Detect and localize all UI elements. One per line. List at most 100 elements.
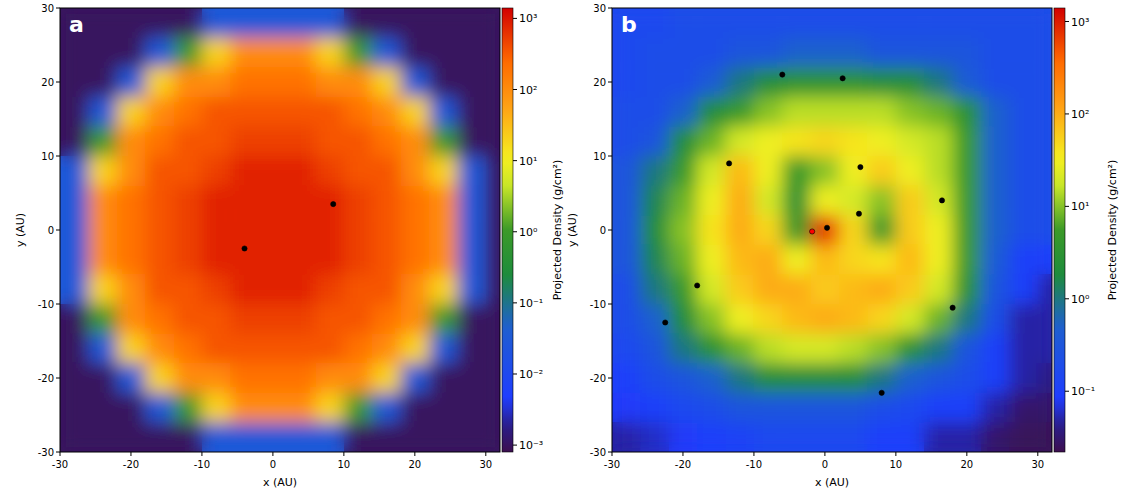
cell: [145, 97, 174, 127]
cell-smooth: [401, 126, 430, 156]
cell-smooth: [896, 304, 925, 334]
cell: [612, 67, 641, 97]
cell-smooth: [867, 393, 896, 423]
cell-smooth: [344, 363, 373, 393]
x-tick: [824, 452, 825, 456]
cell-smooth: [60, 304, 89, 334]
cell: [60, 304, 89, 334]
cell: [811, 215, 840, 245]
cell-smooth: [839, 274, 868, 304]
cell-smooth: [640, 393, 669, 423]
cell: [754, 274, 783, 304]
cell: [782, 186, 811, 216]
cell: [486, 67, 500, 97]
cell: [981, 363, 1010, 393]
cell: [486, 334, 500, 364]
cell: [315, 8, 344, 38]
cell: [486, 215, 500, 245]
cell-smooth: [230, 274, 259, 304]
cell: [259, 8, 288, 38]
cell: [259, 38, 288, 68]
cell: [811, 186, 840, 216]
cell: [174, 274, 203, 304]
cell-smooth: [811, 38, 840, 68]
cell-smooth: [174, 97, 203, 127]
cell: [640, 97, 669, 127]
cell: [867, 67, 896, 97]
cell-smooth: [315, 126, 344, 156]
cell: [88, 126, 117, 156]
cell-smooth: [457, 363, 486, 393]
cell-smooth: [202, 393, 231, 423]
cell: [612, 156, 641, 186]
cell: [754, 67, 783, 97]
cell-smooth: [867, 363, 896, 393]
cell-smooth: [401, 334, 430, 364]
cell: [315, 245, 344, 275]
cell: [1038, 334, 1052, 364]
cell: [839, 393, 868, 423]
cell: [259, 97, 288, 127]
cell-smooth: [60, 334, 89, 364]
cell: [315, 304, 344, 334]
cell: [953, 186, 982, 216]
cell: [457, 304, 486, 334]
cell: [174, 97, 203, 127]
cell: [612, 215, 641, 245]
cells-smooth: [612, 8, 1052, 452]
cell-smooth: [839, 334, 868, 364]
cell-smooth: [640, 245, 669, 275]
cell-smooth: [60, 274, 89, 304]
cell-smooth: [315, 422, 344, 452]
cell-smooth: [202, 215, 231, 245]
cell: [896, 304, 925, 334]
cell: [697, 215, 726, 245]
cell-smooth: [287, 334, 316, 364]
cell: [867, 334, 896, 364]
cell: [811, 245, 840, 275]
cell-smooth: [401, 67, 430, 97]
cell-smooth: [754, 393, 783, 423]
cell: [315, 334, 344, 364]
cell-smooth: [924, 186, 953, 216]
cell-smooth: [401, 363, 430, 393]
cell-smooth: [953, 8, 982, 38]
cell: [174, 215, 203, 245]
cell: [896, 38, 925, 68]
colorbar: [1054, 8, 1065, 452]
cell: [811, 304, 840, 334]
cell: [669, 38, 698, 68]
cell: [896, 8, 925, 38]
cell-smooth: [612, 186, 641, 216]
cell-smooth: [60, 215, 89, 245]
cell-smooth: [457, 245, 486, 275]
cell: [88, 215, 117, 245]
cell-smooth: [60, 8, 89, 38]
cell: [953, 156, 982, 186]
cell: [315, 393, 344, 423]
cell-smooth: [981, 8, 1010, 38]
cell-smooth: [202, 274, 231, 304]
cell-smooth: [726, 67, 755, 97]
cell-smooth: [145, 215, 174, 245]
cell: [924, 245, 953, 275]
colorbar-tick: [1065, 391, 1069, 392]
x-tick-label: -30: [604, 459, 620, 470]
cell-smooth: [896, 363, 925, 393]
cell-smooth: [457, 334, 486, 364]
cell-smooth: [697, 363, 726, 393]
cell-smooth: [259, 304, 288, 334]
cell-smooth: [782, 393, 811, 423]
cell-smooth: [174, 156, 203, 186]
colorbar-tick: [1065, 206, 1069, 207]
cell-smooth: [202, 186, 231, 216]
cell-smooth: [612, 67, 641, 97]
cell-smooth: [429, 422, 458, 452]
cell-smooth: [145, 126, 174, 156]
cell-smooth: [697, 186, 726, 216]
cell: [981, 186, 1010, 216]
cell-smooth: [88, 393, 117, 423]
cell: [953, 245, 982, 275]
cell-smooth: [612, 97, 641, 127]
cell-smooth: [457, 156, 486, 186]
